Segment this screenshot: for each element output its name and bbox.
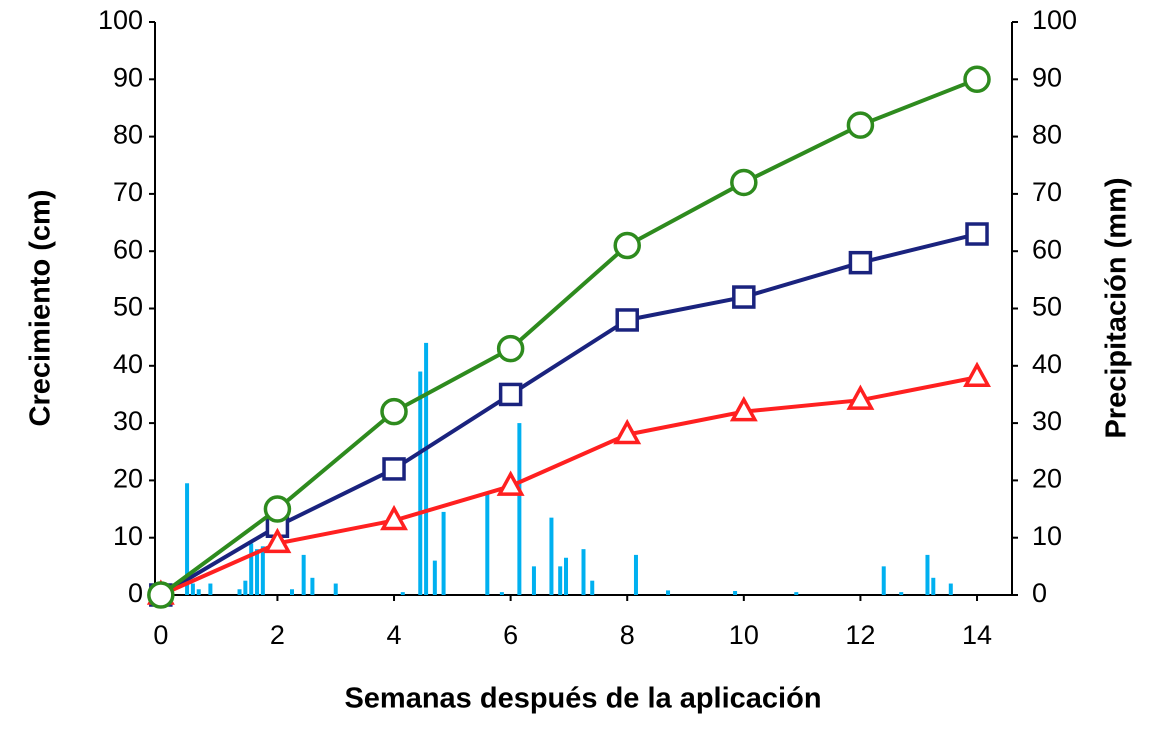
precip-bar	[485, 491, 490, 595]
x-tick-label: 10	[729, 620, 759, 650]
precip-bar	[899, 592, 904, 595]
marker	[496, 334, 525, 363]
marker	[729, 396, 758, 422]
y-axis-title: Crecimiento (cm)	[25, 190, 57, 427]
precip-bar	[400, 592, 405, 595]
precip-bar	[441, 511, 446, 595]
marker	[615, 308, 639, 332]
precip-bar	[794, 592, 799, 595]
marker	[963, 361, 991, 388]
precip-bar	[590, 580, 595, 595]
x-tick-label: 4	[387, 620, 402, 650]
x-axis-title: Semanas después de la aplicación	[344, 683, 821, 715]
marker	[147, 581, 175, 609]
precip-bar	[948, 583, 953, 595]
x-tick-label: 6	[503, 620, 518, 650]
precip-bar	[432, 560, 437, 595]
precip-bar	[196, 589, 201, 595]
precip-bar	[424, 342, 429, 595]
precip-bar	[290, 589, 295, 595]
marker	[380, 397, 408, 426]
line	[159, 232, 978, 597]
y-tick-label: 70	[113, 177, 143, 207]
y2-axis-title: Precipitación (mm)	[1101, 177, 1133, 438]
precip-bar	[208, 583, 213, 595]
marker	[846, 111, 875, 139]
precip-bar	[581, 549, 586, 595]
precip-bar	[558, 566, 563, 595]
precip-bar	[249, 543, 254, 595]
y2-tick-label: 20	[1032, 464, 1062, 494]
precip-bar	[190, 583, 195, 595]
x-tick-label: 12	[845, 620, 875, 650]
precip-bar	[310, 577, 315, 595]
marker	[380, 504, 408, 531]
precip-bar	[260, 546, 265, 595]
precip-bar	[564, 557, 569, 595]
marker	[846, 384, 875, 410]
precip-bar	[243, 580, 248, 595]
marker	[498, 382, 523, 407]
y-tick-label: 10	[113, 521, 143, 551]
y-tick-label: 100	[98, 5, 143, 35]
precip-bar	[733, 590, 738, 595]
marker	[263, 495, 292, 523]
marker	[263, 527, 292, 554]
x-tick-label: 0	[153, 620, 168, 650]
y2-tick-label: 70	[1032, 177, 1062, 207]
marker	[848, 250, 873, 275]
line	[159, 77, 978, 597]
x-tick-label: 14	[962, 620, 992, 650]
precip-bar	[549, 517, 554, 595]
precip-bar	[925, 554, 930, 595]
precip-bar	[418, 371, 423, 595]
precip-bar	[633, 554, 638, 595]
precip-bar	[881, 566, 886, 595]
y2-tick-label: 40	[1032, 349, 1062, 379]
marker	[732, 285, 756, 309]
y2-tick-label: 10	[1032, 521, 1062, 551]
precip-bar	[185, 483, 190, 595]
marker	[613, 418, 642, 445]
marker	[963, 65, 991, 94]
y-tick-label: 30	[113, 406, 143, 436]
y-tick-label: 50	[113, 292, 143, 322]
y2-tick-label: 60	[1032, 234, 1062, 264]
precip-bar	[255, 549, 260, 595]
y2-tick-label: 0	[1032, 578, 1047, 608]
y2-tick-label: 100	[1032, 5, 1077, 35]
y-tick-label: 20	[113, 464, 143, 494]
precip-bar	[517, 423, 522, 595]
marker	[382, 457, 406, 481]
y-tick-label: 80	[113, 120, 143, 150]
precip-bar	[531, 566, 536, 595]
precip-bar	[499, 592, 504, 595]
marker	[730, 168, 758, 197]
x-tick-label: 8	[620, 620, 635, 650]
precip-bar	[333, 583, 338, 595]
y-tick-label: 90	[113, 62, 143, 92]
y2-tick-label: 80	[1032, 120, 1062, 150]
y-tick-label: 60	[113, 234, 143, 264]
y-tick-label: 0	[128, 578, 143, 608]
y2-tick-label: 90	[1032, 62, 1062, 92]
precip-bar	[666, 590, 671, 595]
marker	[965, 222, 989, 246]
line	[160, 375, 978, 597]
marker	[613, 231, 641, 260]
precip-bar	[237, 589, 242, 595]
y2-tick-label: 30	[1032, 406, 1062, 436]
x-tick-label: 2	[270, 620, 285, 650]
precip-bar	[931, 577, 936, 595]
marker	[496, 470, 525, 496]
y-tick-label: 40	[113, 349, 143, 379]
y2-tick-label: 50	[1032, 292, 1062, 322]
precip-bar	[301, 554, 306, 595]
